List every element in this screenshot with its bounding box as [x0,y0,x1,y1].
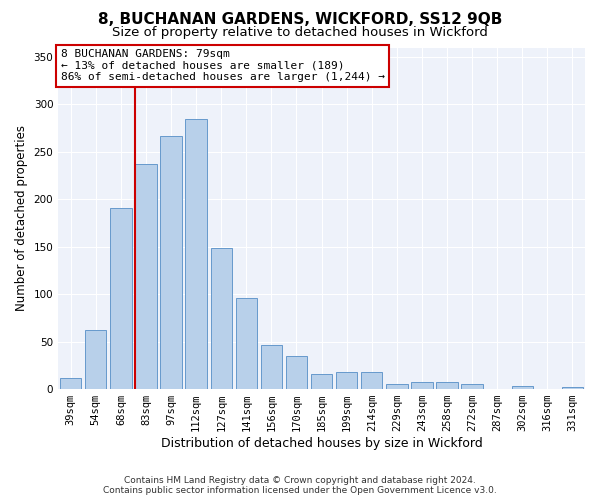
Bar [85,330,106,389]
Bar [185,118,207,389]
Bar [160,136,182,389]
Text: 8 BUCHANAN GARDENS: 79sqm
← 13% of detached houses are smaller (189)
86% of semi: 8 BUCHANAN GARDENS: 79sqm ← 13% of detac… [61,49,385,82]
X-axis label: Distribution of detached houses by size in Wickford: Distribution of detached houses by size … [161,437,482,450]
Bar [136,164,157,389]
Bar [512,386,533,389]
Bar [286,356,307,389]
Bar [336,372,358,389]
Bar [562,387,583,389]
Bar [361,372,382,389]
Bar [461,384,483,389]
Bar [211,248,232,389]
Bar [261,346,282,389]
Text: Size of property relative to detached houses in Wickford: Size of property relative to detached ho… [112,26,488,39]
Bar [60,378,82,389]
Text: Contains HM Land Registry data © Crown copyright and database right 2024.
Contai: Contains HM Land Registry data © Crown c… [103,476,497,495]
Text: 8, BUCHANAN GARDENS, WICKFORD, SS12 9QB: 8, BUCHANAN GARDENS, WICKFORD, SS12 9QB [98,12,502,28]
Y-axis label: Number of detached properties: Number of detached properties [15,126,28,312]
Bar [386,384,407,389]
Bar [236,298,257,389]
Bar [411,382,433,389]
Bar [436,382,458,389]
Bar [110,208,131,389]
Bar [311,374,332,389]
